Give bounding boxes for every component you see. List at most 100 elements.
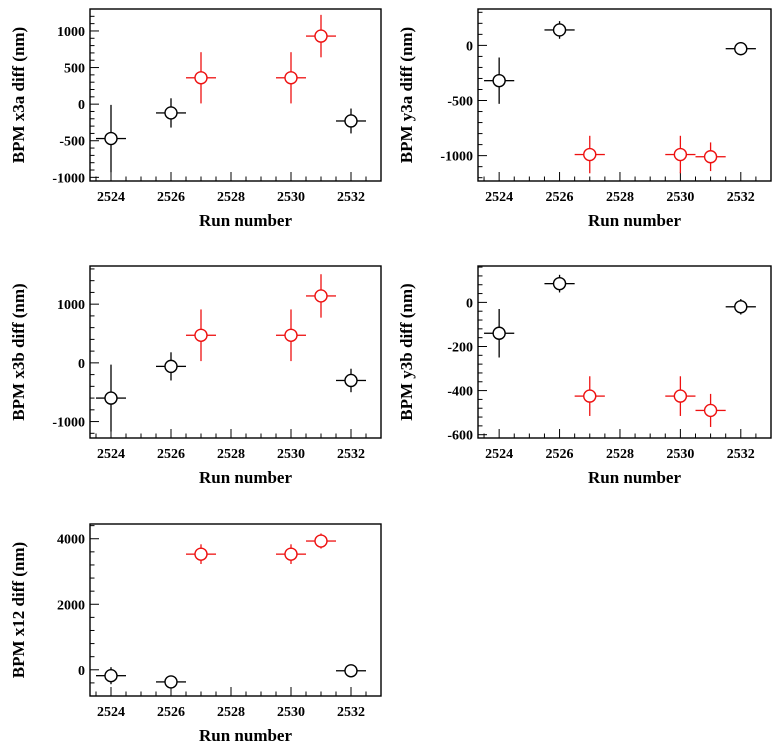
marker-circle [194, 71, 208, 85]
y-tick-label: 0 [78, 664, 85, 679]
y-tick-label: 4000 [57, 533, 85, 548]
x-tick-label: 2530 [666, 190, 694, 205]
y-tick-label: 2000 [57, 598, 85, 613]
plot-panel-3: 2524 2526 2528 2530 2532 -1000 0 1000 Run number… [9, 265, 382, 487]
marker-circle [314, 289, 328, 303]
x-tick-label: 2524 [485, 447, 513, 462]
x-tick-label: 2532 [337, 190, 365, 205]
marker-circle [552, 23, 567, 37]
data-point [186, 309, 216, 362]
marker-circle [703, 403, 718, 418]
marker-circle [284, 71, 298, 85]
marker-circle [734, 300, 748, 314]
x-tick-label: 2526 [546, 190, 574, 205]
data-point [336, 664, 366, 678]
y-tick-label: 0 [466, 296, 473, 311]
data-point [156, 98, 186, 128]
marker-circle [673, 389, 688, 403]
data-point [306, 14, 336, 58]
data-point [544, 274, 575, 293]
data-point [574, 135, 605, 174]
y-axis-title: BPM y3b diff (nm) [397, 283, 416, 420]
x-tick-label: 2524 [485, 190, 513, 205]
marker-circle [552, 276, 567, 291]
plot-frame [89, 523, 382, 697]
x-tick-label: 2526 [157, 705, 185, 720]
marker-circle [104, 131, 118, 146]
data-point [484, 309, 515, 358]
x-tick-label: 2524 [97, 447, 125, 462]
data-point [276, 309, 306, 362]
y-tick-label: 0 [466, 39, 473, 54]
marker-circle [583, 147, 597, 162]
x-tick-label: 2530 [277, 190, 305, 205]
marker-circle [583, 389, 597, 403]
marker-circle [194, 547, 208, 561]
y-tick-label: 1000 [57, 25, 85, 40]
marker-circle [314, 534, 328, 548]
x-axis-title: Run number [199, 468, 293, 487]
plot-panel-2: 2524 2526 2528 2530 2532 -1000 -500 0 Run number… [397, 8, 772, 230]
data-point [665, 135, 696, 174]
y-tick-label: -500 [447, 95, 473, 110]
y-tick-label: -200 [447, 340, 473, 355]
x-tick-label: 2528 [217, 190, 245, 205]
x-tick-label: 2528 [217, 705, 245, 720]
marker-circle [703, 150, 718, 164]
x-tick-label: 2528 [217, 447, 245, 462]
marker-circle [734, 41, 748, 56]
x-tick-label: 2526 [157, 447, 185, 462]
data-point [276, 52, 306, 104]
plot-frame [89, 265, 382, 439]
y-tick-label: 0 [78, 98, 85, 113]
marker-circle [344, 664, 358, 678]
data-point [665, 376, 696, 416]
plot-panel-1: 2524 2526 2528 2530 2532 -1000 -500 0 500 1000 Run… [9, 8, 382, 230]
data-point [336, 368, 366, 393]
y-tick-label: 500 [64, 62, 85, 77]
data-point [96, 364, 126, 432]
data-point [725, 299, 756, 315]
x-tick-label: 2530 [277, 705, 305, 720]
data-point [544, 21, 575, 39]
marker-circle [492, 73, 506, 88]
data-point [96, 104, 126, 173]
plot-frame [477, 8, 772, 182]
marker-circle [344, 373, 358, 388]
marker-circle [314, 29, 328, 43]
marker-circle [104, 668, 118, 683]
data-point [695, 142, 726, 172]
marker-circle [194, 328, 208, 342]
data-point [96, 667, 126, 685]
data-point [574, 376, 605, 416]
data-point [186, 544, 216, 564]
plot-panel-5: 2524 2526 2528 2530 2532 0 2000 4000 Run number B… [9, 523, 382, 745]
data-point [156, 352, 186, 381]
x-axis-title: Run number [588, 468, 682, 487]
y-tick-label: -1000 [52, 416, 85, 431]
x-tick-label: 2532 [727, 190, 755, 205]
data-point [306, 274, 336, 318]
plot-panel-4: 2524 2526 2528 2530 2532 -600 -400 -200 0 Run num… [397, 265, 772, 487]
x-tick-label: 2528 [606, 190, 634, 205]
data-point [306, 533, 336, 549]
x-tick-label: 2526 [546, 447, 574, 462]
y-tick-label: -1000 [440, 150, 473, 165]
data-point [695, 393, 726, 427]
plot-frame [89, 8, 382, 182]
x-tick-label: 2528 [606, 447, 634, 462]
data-point [725, 41, 756, 56]
x-axis-title: Run number [588, 211, 682, 230]
x-tick-label: 2532 [727, 447, 755, 462]
data-point [276, 544, 306, 564]
marker-circle [164, 359, 178, 374]
data-point [156, 675, 186, 689]
x-tick-label: 2524 [97, 705, 125, 720]
x-tick-label: 2530 [277, 447, 305, 462]
x-axis-title: Run number [199, 211, 293, 230]
y-axis-title: BPM x3a diff (nm) [9, 27, 28, 163]
data-point [336, 108, 366, 134]
y-tick-label: 0 [78, 357, 85, 372]
y-axis-title: BPM x3b diff (nm) [9, 283, 28, 420]
